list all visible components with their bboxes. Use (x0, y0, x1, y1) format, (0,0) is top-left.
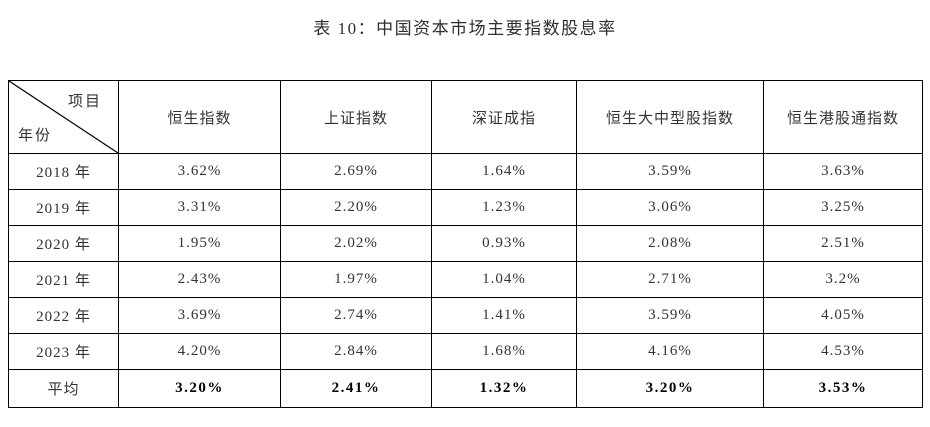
year-cell: 2020 年 (8, 225, 119, 262)
year-cell: 2018 年 (8, 153, 119, 190)
table-title: 表 10：中国资本市场主要指数股息率 (313, 19, 617, 38)
value-cell: 3.25% (763, 189, 923, 226)
value-cell: 2.84% (280, 333, 432, 370)
value-cell: 0.93% (431, 225, 577, 262)
column-header-hs-stock-connect-index: 恒生港股通指数 (763, 80, 923, 154)
year-cell: 2021 年 (8, 261, 119, 298)
value-cell: 2.51% (763, 225, 923, 262)
value-cell: 3.31% (118, 189, 281, 226)
corner-label-project: 项目 (67, 94, 102, 110)
value-cell: 3.53% (763, 369, 923, 408)
table-row-2019: 2019 年 3.31% 2.20% 1.23% 3.06% 3.25% (8, 189, 923, 226)
table-row-2018: 2018 年 3.62% 2.69% 1.64% 3.59% 3.63% (8, 153, 923, 190)
value-cell: 3.2% (763, 261, 923, 298)
year-cell: 2019 年 (8, 189, 119, 226)
value-cell: 1.97% (280, 261, 432, 298)
value-cell: 2.71% (576, 261, 764, 298)
value-cell: 4.05% (763, 297, 923, 334)
header-row: 项目 年份 恒生指数 上证指数 深证成指 恒生大中型股指数 恒生港股通指数 (8, 80, 923, 154)
value-cell: 1.41% (431, 297, 577, 334)
column-header-szse-component-index: 深证成指 (431, 80, 577, 154)
value-cell: 3.20% (118, 369, 281, 408)
value-cell: 3.62% (118, 153, 281, 190)
value-cell: 4.53% (763, 333, 923, 370)
value-cell: 4.16% (576, 333, 764, 370)
value-cell: 1.04% (431, 261, 577, 298)
value-cell: 2.08% (576, 225, 764, 262)
column-header-hang-seng-index: 恒生指数 (118, 80, 281, 154)
value-cell: 3.06% (576, 189, 764, 226)
value-cell: 3.69% (118, 297, 281, 334)
value-cell: 3.63% (763, 153, 923, 190)
value-cell: 4.20% (118, 333, 281, 370)
average-label-cell: 平均 (8, 369, 119, 408)
value-cell: 2.41% (280, 369, 432, 408)
column-header-hs-large-mid-cap-index: 恒生大中型股指数 (576, 80, 764, 154)
table-row-2020: 2020 年 1.95% 2.02% 0.93% 2.08% 2.51% (8, 225, 923, 262)
value-cell: 2.20% (280, 189, 432, 226)
value-cell: 2.43% (118, 261, 281, 298)
value-cell: 1.95% (118, 225, 281, 262)
year-cell: 2022 年 (8, 297, 119, 334)
table-row-2023: 2023 年 4.20% 2.84% 1.68% 4.16% 4.53% (8, 333, 923, 370)
table-row-average: 平均 3.20% 2.41% 1.32% 3.20% 3.53% (8, 369, 923, 408)
corner-label-year: 年份 (18, 128, 53, 144)
value-cell: 3.59% (576, 297, 764, 334)
value-cell: 1.64% (431, 153, 577, 190)
year-cell: 2023 年 (8, 333, 119, 370)
diagonal-divider-line (9, 81, 118, 153)
corner-header-cell: 项目 年份 (8, 80, 119, 154)
value-cell: 3.20% (576, 369, 764, 408)
value-cell: 1.32% (431, 369, 577, 408)
table-row-2022: 2022 年 3.69% 2.74% 1.41% 3.59% 4.05% (8, 297, 923, 334)
dividend-yield-table: 项目 年份 恒生指数 上证指数 深证成指 恒生大中型股指数 恒生港股通指数 20… (8, 80, 923, 408)
value-cell: 2.69% (280, 153, 432, 190)
value-cell: 1.68% (431, 333, 577, 370)
table-row-2021: 2021 年 2.43% 1.97% 1.04% 2.71% 3.2% (8, 261, 923, 298)
value-cell: 2.02% (280, 225, 432, 262)
value-cell: 1.23% (431, 189, 577, 226)
value-cell: 2.74% (280, 297, 432, 334)
column-header-sse-index: 上证指数 (280, 80, 432, 154)
value-cell: 3.59% (576, 153, 764, 190)
